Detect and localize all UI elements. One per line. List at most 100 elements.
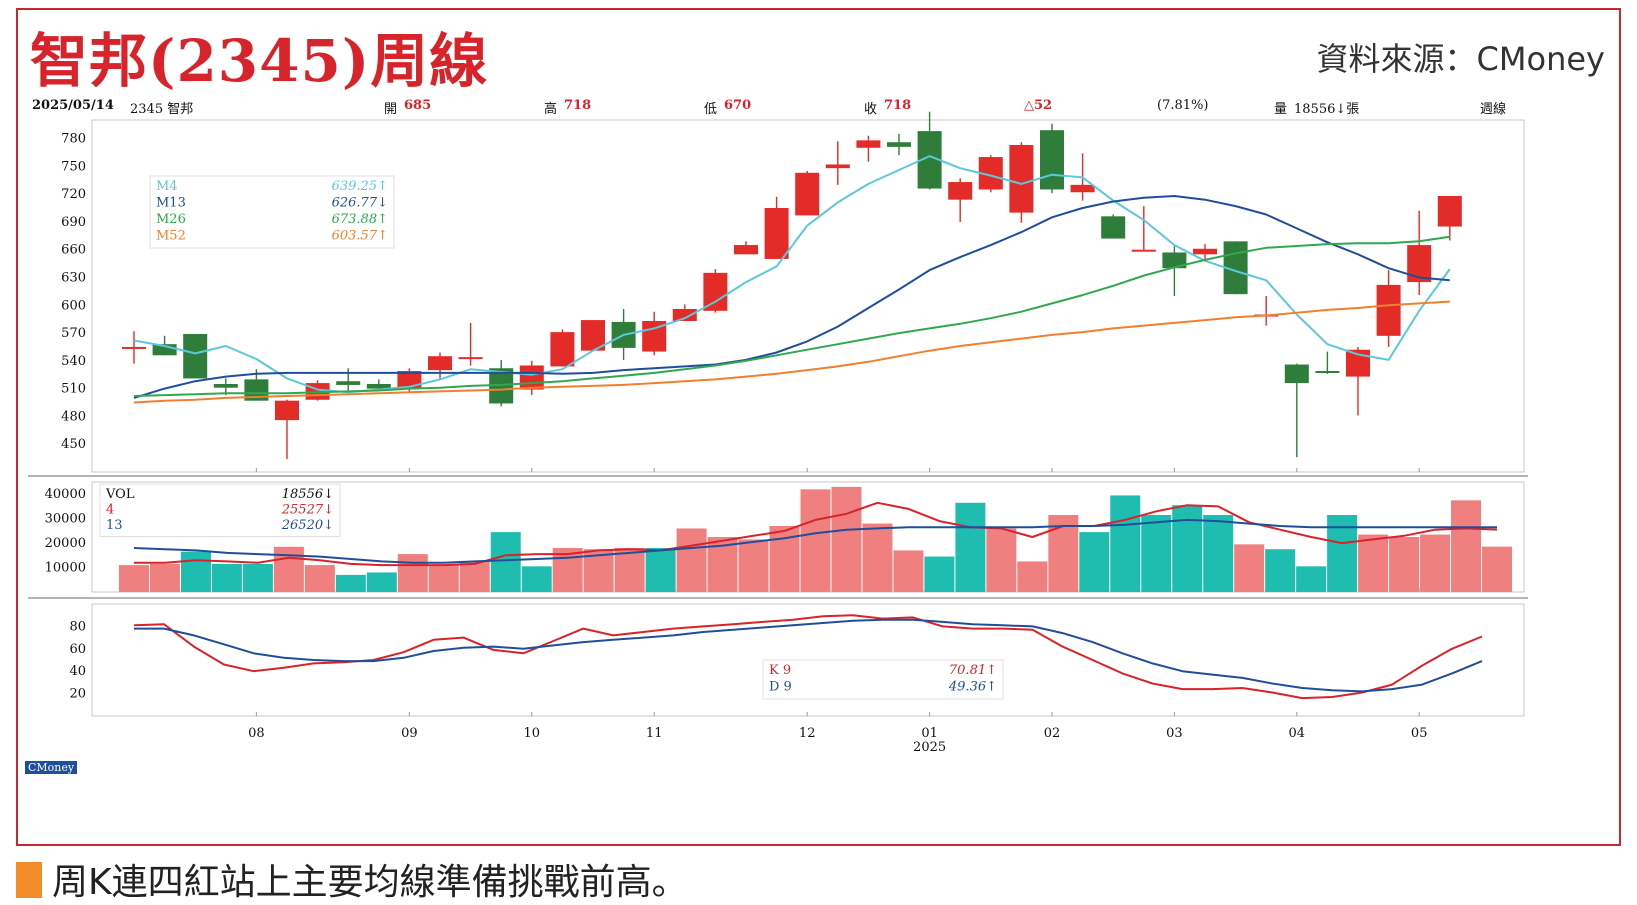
price-y-tick: 510 [61,382,86,397]
volume-bar [335,574,366,592]
candle-body [1101,216,1126,239]
legend-value: 25527↓ [281,503,334,518]
volume-label: 量 [1274,102,1288,117]
open-value: 685 [404,98,432,113]
volume-bar [1234,544,1265,592]
volume-bar [428,565,459,592]
candle-body [1009,145,1034,213]
legend-value: 626.77↓ [332,196,388,211]
chart-title: 智邦(2345)周線 [30,27,489,95]
x-year-label: 2025 [913,740,946,755]
kd-y-tick: 40 [69,664,86,679]
volume-bar [1420,534,1451,592]
close-value: 718 [884,98,912,113]
volume-bar [738,539,769,592]
volume-y-tick: 10000 [45,561,86,576]
candle-body [948,182,973,200]
legend-name: K 9 [769,663,791,678]
volume-bar [862,523,893,592]
kd-line-d9 [134,618,1483,693]
legend-value: 70.81↑ [949,663,997,678]
x-tick-label: 08 [248,726,265,741]
legend-box [149,175,395,249]
candle-body [275,400,299,421]
candle-body [428,356,452,371]
volume-bar [955,502,986,592]
open-label: 開 [384,102,398,117]
price-y-tick: 750 [61,159,86,174]
close-label: 收 [864,102,878,117]
volume-bar [986,528,1017,592]
price-y-tick: 720 [61,187,86,202]
legend-value: 673.88↑ [332,212,388,227]
quote-date: 2025/05/14 [32,98,114,113]
volume-bar [119,565,149,592]
volume-bar [366,572,397,592]
volume-bar [1172,505,1203,592]
legend-value: 603.57↑ [332,229,388,244]
candle-body [734,245,758,255]
quote-stock: 2345 智邦 [130,102,194,117]
legend-box [762,659,1004,700]
price-y-tick: 480 [61,409,86,424]
candle-body [825,164,850,169]
candle-body [397,371,422,389]
volume-bar [211,563,242,592]
volume-bar [1265,549,1296,592]
x-tick-label: 05 [1411,726,1428,741]
quote-infobar: 2025/05/14 2345 智邦 開 685 高 718 低 670 收 7… [32,96,1612,118]
source-note: 資料來源：CMoney [1316,40,1605,78]
candle-body [519,365,544,390]
price-y-tick: 540 [61,354,86,369]
candle-body [1437,195,1462,227]
volume-bar [1203,515,1234,592]
candle-body [764,208,789,259]
price-y-tick: 630 [61,270,86,285]
candle-body [1376,284,1401,336]
volume-bar [1482,546,1512,592]
candle-body [856,140,881,148]
volume-bar [1017,561,1048,592]
volume-bar [924,556,955,592]
volume-bar [1048,515,1079,592]
candle-body [213,384,238,388]
volume-bar [180,551,211,592]
legend-name: VOL [105,487,135,502]
legend-name: M4 [156,179,178,194]
legend-name: M13 [156,196,186,211]
price-y-tick: 690 [61,215,86,230]
candle-body [366,384,391,389]
volume-bar [1296,566,1327,592]
candle-body [244,379,269,401]
legend-name: 4 [106,503,114,518]
volume-bar [304,565,335,592]
high-label: 高 [544,102,558,117]
candle-body [1070,184,1095,193]
x-tick-label: 04 [1289,726,1306,741]
volume-bar [1358,534,1389,592]
legend-value: 49.36↑ [948,680,997,695]
candle-body [672,308,697,322]
high-value: 718 [564,98,592,113]
candle-body [1315,371,1340,374]
price-y-tick: 600 [61,298,86,313]
volume-bar [459,561,490,592]
volume-bar [676,528,707,592]
candle-body [1040,130,1064,190]
volume-bar [1141,515,1172,592]
candle-body [550,332,575,367]
legend-name: D 9 [769,680,792,695]
x-tick-label: 01 [921,726,938,741]
volume-bar [521,566,552,592]
x-tick-label: 02 [1044,726,1061,741]
volume-y-tick: 40000 [45,487,86,502]
price-y-tick: 450 [61,437,86,452]
period-label: 週線 [1480,102,1507,117]
caption-text: 周K連四紅站上主要均線準備挑戰前高。 [52,862,688,903]
candle-body [458,357,483,360]
volume-bar [397,554,428,592]
x-tick-label: 12 [799,726,816,741]
candle-body [1193,248,1217,255]
candle-body [1284,364,1309,384]
